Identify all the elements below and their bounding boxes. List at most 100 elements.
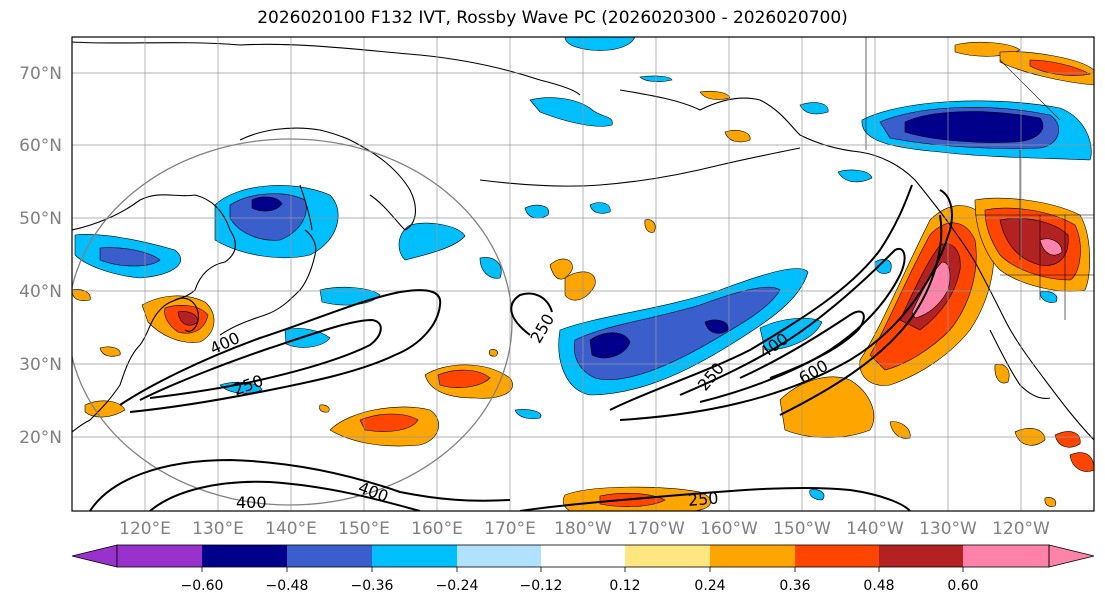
lon-label: 140°E <box>265 519 317 539</box>
anomaly-region <box>809 489 825 501</box>
lon-label: 170°E <box>484 519 536 539</box>
colorbar-tick-label: 0.48 <box>863 578 894 594</box>
asia-coastline <box>72 194 236 433</box>
colorbar-extend-high <box>1048 544 1095 568</box>
anomaly-region <box>564 37 636 51</box>
kamchatka-coastline <box>349 139 416 231</box>
anomaly-region <box>1039 291 1058 303</box>
anomaly-region <box>1044 497 1057 507</box>
colorbar-bin <box>457 545 541 567</box>
lon-label: 140°W <box>846 519 904 539</box>
anomaly-region <box>359 413 419 432</box>
reference-circle <box>72 138 513 506</box>
colorbar-bin <box>963 545 1049 567</box>
colorbar-tick-label: 0.24 <box>694 578 725 594</box>
alaska-coastline <box>619 89 1094 441</box>
anomaly-region <box>524 204 549 219</box>
lat-label: 20°N <box>19 428 62 448</box>
anomaly-region <box>1069 452 1094 472</box>
colorbar-tick-label: 0.36 <box>779 578 810 594</box>
anomaly-region <box>251 196 283 212</box>
contour-250-west <box>119 289 442 413</box>
map-frame <box>71 36 1095 512</box>
colorbar-tick-label: −0.12 <box>520 578 563 594</box>
contour-250-south <box>149 480 421 511</box>
anomaly-region <box>99 346 121 357</box>
anomaly-region <box>398 222 466 261</box>
anomaly-region <box>699 90 731 100</box>
anomaly-region <box>837 169 873 183</box>
anomaly-region <box>479 257 502 279</box>
lon-label: 150°E <box>338 519 390 539</box>
contour-outer-east <box>779 214 943 416</box>
colorbar-frame <box>116 544 1050 568</box>
colorbar-tick-labels: −0.60 −0.48 −0.36 −0.24 −0.12 0.12 0.24 … <box>181 578 979 594</box>
baja-coastline <box>989 329 1051 399</box>
anomaly-region <box>904 111 1044 143</box>
anomaly-region <box>437 369 491 388</box>
anomaly-region <box>229 193 307 241</box>
colorbar-extend-low <box>71 544 118 568</box>
lon-label: 150°W <box>773 519 831 539</box>
ivt-contours <box>89 184 953 511</box>
colorbar-bin <box>710 545 795 567</box>
anomaly-region <box>889 421 911 439</box>
colorbar-bin <box>625 545 710 567</box>
anomaly-region <box>549 258 573 280</box>
contour-250-south-east <box>519 486 911 511</box>
anomaly-region <box>1039 238 1063 256</box>
anomaly-region <box>1029 59 1091 76</box>
sakhalin-coastline <box>299 184 313 231</box>
anomaly-region <box>564 271 596 301</box>
lon-label: 120°W <box>992 519 1050 539</box>
colorbar-bin <box>202 545 287 567</box>
contour-250-east <box>609 184 913 411</box>
lat-label: 60°N <box>19 136 62 156</box>
anomaly-region <box>84 400 126 418</box>
anomaly-region <box>529 97 613 127</box>
positive-anomaly-shading <box>72 41 1094 511</box>
contour-400-west <box>139 318 382 401</box>
contour-250-central <box>510 292 553 336</box>
okhotsk-coastline <box>239 127 351 141</box>
lon-label: 160°W <box>700 519 758 539</box>
lon-label: 180°W <box>554 519 612 539</box>
lon-label: 120°E <box>119 519 171 539</box>
colorbar-tick-label: 0.60 <box>947 578 978 594</box>
lon-label: 170°W <box>627 519 685 539</box>
lat-label: 30°N <box>19 355 62 375</box>
contour-label: 250 <box>687 488 719 510</box>
lon-label: 160°E <box>411 519 463 539</box>
colorbar-bin <box>879 545 963 567</box>
contour-label: 400 <box>236 493 267 512</box>
korea-coastline <box>174 297 199 332</box>
siberia-coastline <box>72 41 581 96</box>
anomaly-region <box>72 289 91 301</box>
anomaly-region <box>574 286 781 381</box>
anomaly-region <box>514 409 542 420</box>
anomaly-region <box>488 349 498 357</box>
colorbar-tick-label: −0.60 <box>181 578 224 594</box>
gridlines <box>72 37 1094 511</box>
aleutians-coastline <box>479 147 801 187</box>
anomaly-region <box>644 219 656 233</box>
lon-label: 130°W <box>919 519 977 539</box>
contour-600-east <box>739 310 865 379</box>
anomaly-region <box>799 102 829 115</box>
colorbar-bin <box>372 545 457 567</box>
negative-anomaly-shading <box>74 37 1092 501</box>
colorbar: −0.60 −0.48 −0.36 −0.24 −0.12 0.12 0.24 … <box>71 544 1095 594</box>
anomaly-region <box>704 319 729 334</box>
anomaly-region <box>1054 431 1081 448</box>
colorbar-bin <box>541 545 625 567</box>
anomaly-region <box>319 404 330 413</box>
political-borders <box>865 37 1094 320</box>
lon-label: 130°E <box>192 519 244 539</box>
colorbar-bin <box>117 545 202 567</box>
colorbar-bin <box>287 545 372 567</box>
anomaly-region <box>724 130 751 143</box>
longitude-labels: 120°E 130°E 140°E 150°E 160°E 170°E 180°… <box>119 519 1050 539</box>
anomaly-region <box>589 202 611 214</box>
colorbar-tick-label: 0.12 <box>609 578 640 594</box>
